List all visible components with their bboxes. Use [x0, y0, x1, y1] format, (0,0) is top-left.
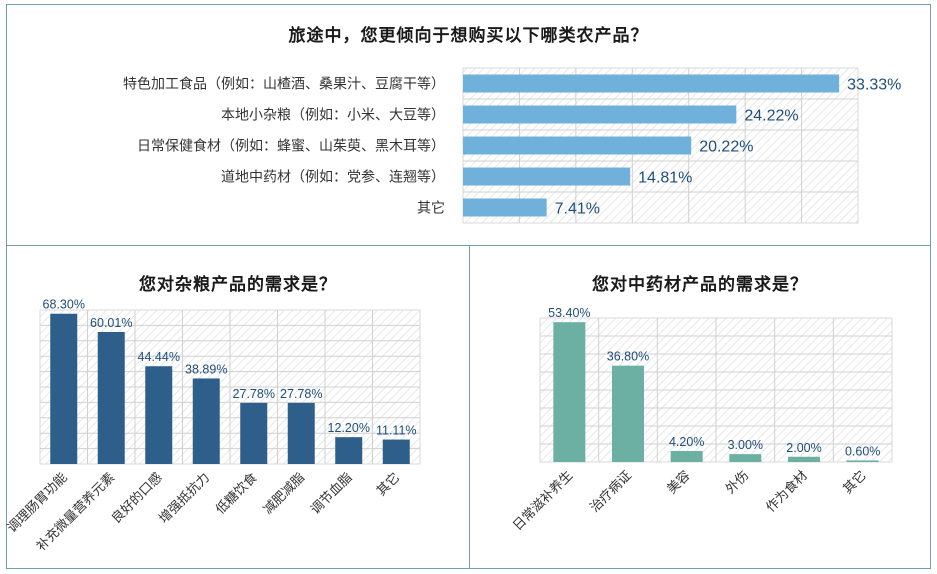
data-label: 0.60% [845, 444, 880, 458]
bar [463, 136, 692, 155]
category-label: 减肥减脂 [261, 470, 308, 517]
data-label: 12.20% [328, 421, 370, 435]
category-label: 美容 [664, 468, 694, 498]
data-label: 27.78% [233, 387, 275, 401]
bar [729, 454, 762, 462]
data-label: 11.11% [376, 424, 417, 438]
bar [240, 402, 268, 464]
data-label: 38.89% [185, 362, 227, 376]
bar [192, 378, 220, 464]
bar [463, 105, 737, 124]
category-label: 其它 [417, 200, 445, 217]
bar [612, 365, 644, 462]
bar [463, 74, 840, 93]
data-label: 2.00% [786, 441, 821, 455]
category-label: 良好的口感 [108, 470, 165, 527]
category-label: 特色加工食品（例如：山楂酒、桑果汁、豆腐干等） [123, 76, 445, 93]
data-label: 7.41% [555, 201, 600, 218]
data-label: 33.33% [847, 77, 901, 94]
data-label: 44.44% [138, 350, 180, 364]
bar [463, 198, 547, 217]
data-label: 60.01% [90, 316, 132, 330]
category-label: 作为食材 [763, 468, 811, 516]
category-label: 其它 [840, 468, 870, 498]
data-label: 20.22% [699, 139, 753, 156]
category-label: 本地小杂粮（例如：小米、大豆等） [221, 107, 445, 124]
bar [846, 460, 879, 462]
category-label: 低糖饮食 [212, 470, 260, 518]
data-label: 68.30% [43, 298, 85, 312]
data-label: 3.00% [728, 438, 763, 452]
chart-title: 旅途中，您更倾向于想购买以下哪类农产品？ [288, 26, 649, 46]
herb-demand-bar-chart: 53.40% 日常滋补养生 36.80% 治疗病证 4.20% 美容 3.00% 外伤 2.00… [510, 306, 893, 534]
bar [50, 313, 78, 464]
bar [788, 456, 820, 462]
bar [670, 451, 703, 462]
data-label: 4.20% [669, 435, 704, 449]
horizontal-bar-chart: 33.33% 特色加工食品（例如：山楂酒、桑果汁、豆腐干等） 24.22% 本地小杂粮… [123, 67, 901, 224]
category-label: 日常滋补养生 [510, 468, 576, 534]
category-label: 增强抵抗力 [156, 470, 213, 527]
category-label: 补充微量营养元素 [33, 470, 118, 555]
grain-demand-bar-chart: 68.30%调理肠胃功能60.01%补充微量营养元素44.44%良好的口感38.… [5, 298, 421, 555]
bar [382, 439, 410, 464]
data-label: 27.78% [280, 387, 322, 401]
category-label: 治疗病证 [587, 468, 634, 515]
data-label: 24.22% [744, 108, 798, 125]
bar [145, 366, 173, 464]
bar [335, 437, 363, 464]
bar [287, 402, 315, 464]
data-label: 14.81% [638, 170, 692, 187]
data-label: 53.40% [548, 306, 590, 320]
chart-title: 您对中药材产品的需求是？ [592, 275, 808, 295]
data-label: 36.80% [607, 350, 649, 364]
bar [463, 167, 631, 186]
category-label: 其它 [373, 470, 403, 500]
category-label: 道地中药材（例如：党参、连翘等） [221, 169, 445, 186]
category-label: 调节血脂 [308, 470, 355, 517]
bar [553, 322, 586, 462]
category-label: 日常保健食材（例如：蜂蜜、山茱萸、黑木耳等） [137, 138, 445, 155]
category-label: 外伤 [723, 468, 752, 497]
chart-title: 您对杂粮产品的需求是？ [139, 275, 337, 295]
bar [97, 331, 125, 464]
